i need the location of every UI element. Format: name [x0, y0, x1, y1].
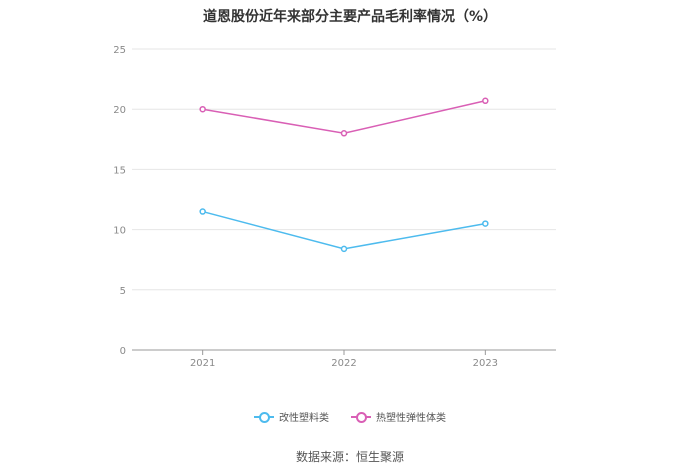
data-point-series-1-2023	[482, 220, 489, 227]
x-tick-label-2022: 2022	[331, 358, 356, 369]
y-tick-label-0: 0	[120, 346, 126, 357]
y-tick-label-10: 10	[113, 226, 126, 237]
data-point-series-1-2022	[340, 245, 348, 253]
series-line-2	[202, 100, 486, 135]
data-point-series-1-2021	[199, 208, 206, 215]
series-line-1	[202, 210, 486, 250]
data-point-series-2-2021	[199, 105, 206, 113]
grid-layer	[132, 48, 556, 291]
x-tick-label-2021: 2021	[190, 358, 215, 369]
legend-item-series-2[interactable]: 热塑性弹性体类	[351, 409, 446, 424]
y-tick-label-15: 15	[113, 165, 126, 176]
chart-title: 道恩股份近年来部分主要产品毛利率情况（%）	[202, 9, 498, 25]
axis-layer: 0 5 10 15 20 25 2021 2022 2023	[113, 45, 556, 369]
y-tick-label-5: 5	[120, 286, 126, 297]
x-tick-label-2023: 2023	[473, 358, 498, 369]
series-layer	[199, 97, 489, 253]
data-source-note: 数据来源：恒生聚源	[295, 450, 404, 464]
legend: 改性塑料类 热塑性弹性体类	[0, 409, 700, 424]
data-point-series-2-2022	[340, 130, 348, 137]
data-point-series-2-2023	[482, 97, 489, 105]
legend-item-series-1[interactable]: 改性塑料类	[254, 409, 329, 424]
legend-swatch-series-2	[351, 411, 371, 423]
legend-label-series-1: 改性塑料类	[279, 413, 329, 424]
y-tick-label-20: 20	[113, 105, 126, 116]
legend-swatch-series-1	[254, 411, 274, 423]
legend-label-series-2: 热塑性弹性体类	[376, 413, 446, 424]
y-tick-label-25: 25	[113, 45, 126, 56]
